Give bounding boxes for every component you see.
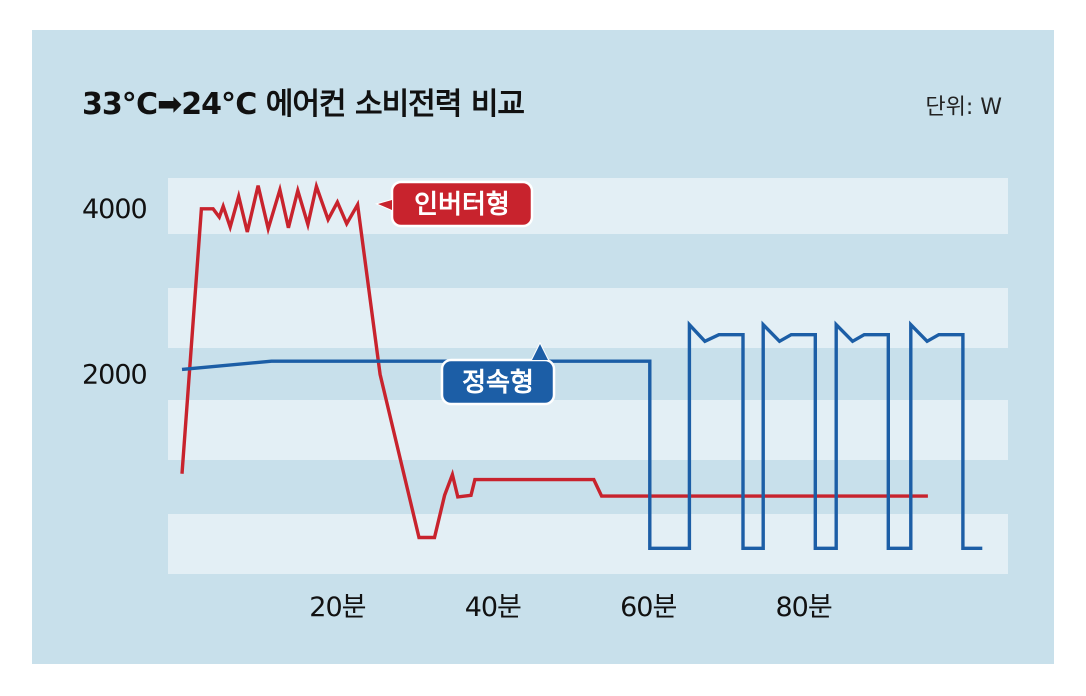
chart-panel: 33℃➡24℃ 에어컨 소비전력 비교 단위: W 4000 2000 20분 40… <box>32 30 1054 664</box>
callout-tail-fill-1 <box>378 200 392 210</box>
x-tick-label: 60분 <box>620 592 676 623</box>
series-line-1 <box>180 180 928 540</box>
legend-label-2: 정속형 <box>462 368 534 398</box>
series-lines <box>180 180 983 550</box>
callout-tail-fill-2 <box>532 344 548 360</box>
y-tick-label: 4000 <box>82 194 147 225</box>
y-tick-label: 2000 <box>82 359 147 390</box>
grid-band-2 <box>168 288 1008 348</box>
chart-svg: 33℃➡24℃ 에어컨 소비전력 비교 단위: W 4000 2000 20분 40… <box>82 87 1008 623</box>
grid-band-3 <box>168 400 1008 460</box>
series-line-2 <box>181 320 983 550</box>
chart-title: 33℃➡24℃ 에어컨 소비전력 비교 <box>82 87 524 122</box>
x-tick-label: 20분 <box>309 592 365 623</box>
legend-label-1: 인버터형 <box>414 190 510 220</box>
y-axis-ticks: 4000 2000 <box>82 194 148 391</box>
x-axis-ticks: 20분 40분 60분 80분 <box>309 592 833 623</box>
x-tick-label: 80분 <box>775 592 831 623</box>
unit-label: 단위: W <box>925 95 1002 120</box>
grid-bands <box>168 178 1008 574</box>
callout-box-2 <box>440 358 556 406</box>
grid-band-4 <box>168 514 1008 574</box>
x-tick-label: 40분 <box>465 592 521 623</box>
